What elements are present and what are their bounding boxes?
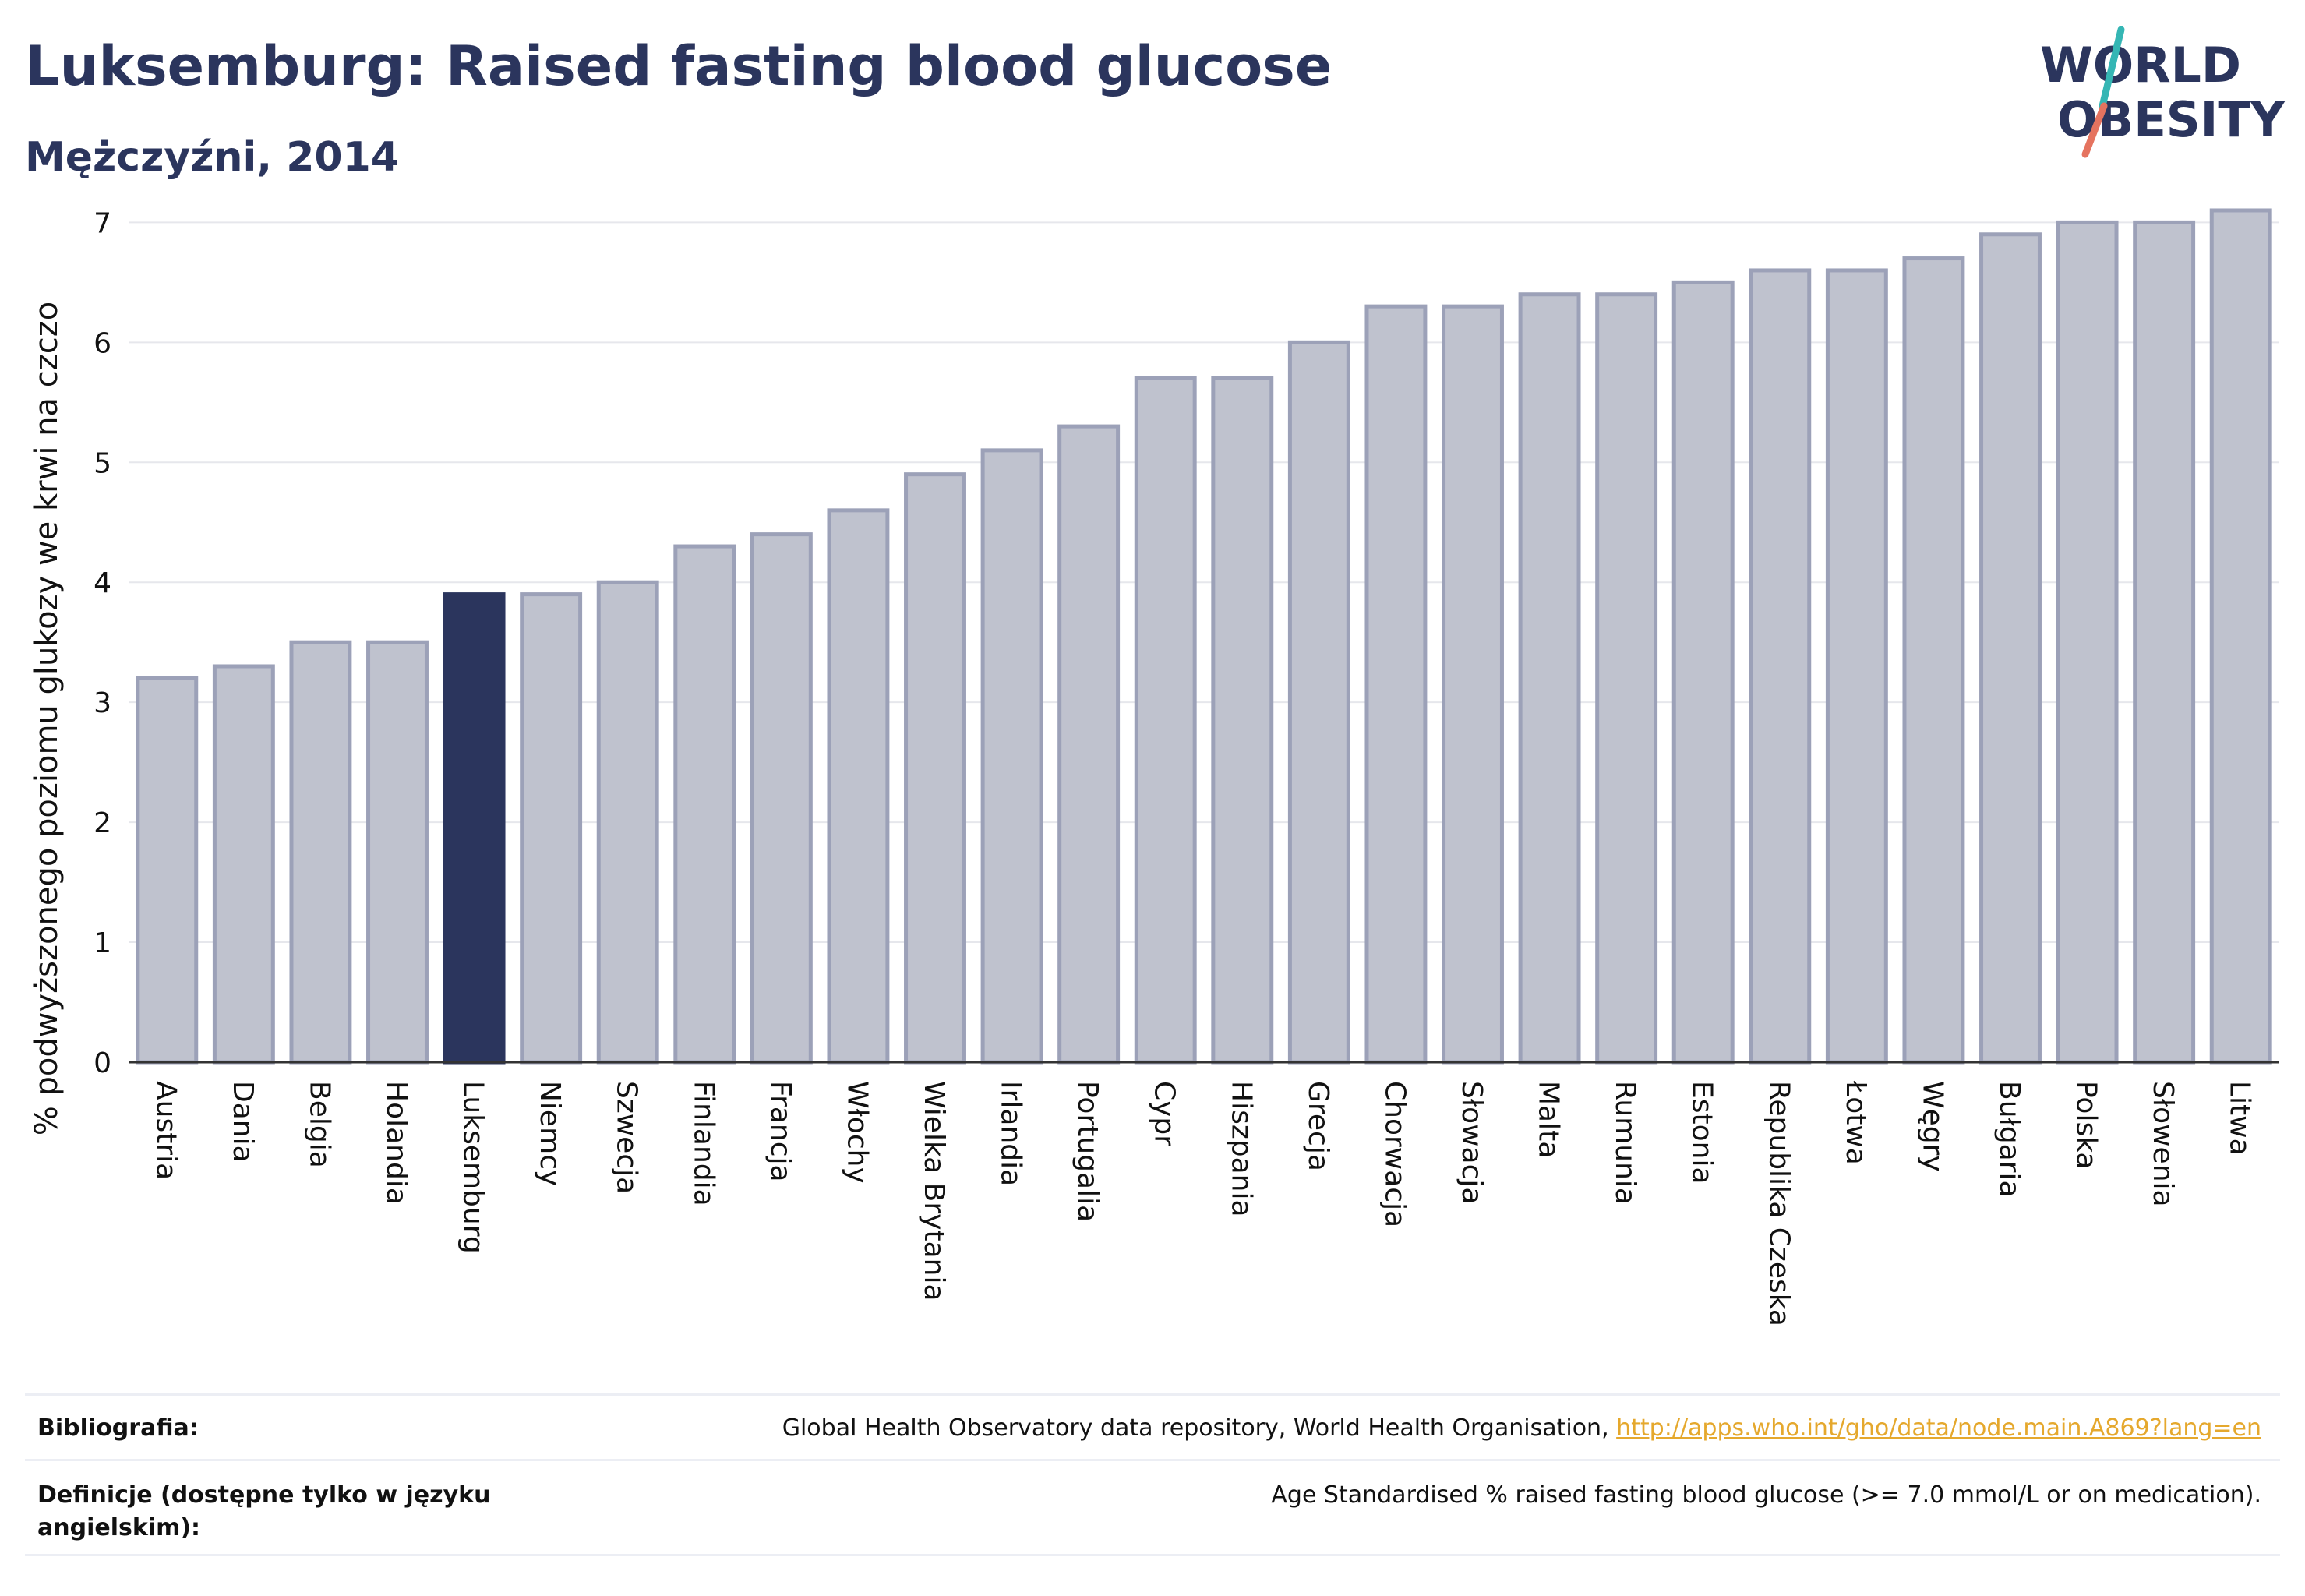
x-tick-label: Bułgaria <box>1993 1081 2025 1198</box>
x-tick-label: Polska <box>2070 1081 2102 1169</box>
bar <box>1749 268 1812 1065</box>
y-tick-label: 3 <box>94 687 111 719</box>
logo-slash-red <box>2081 102 2108 158</box>
bar <box>1671 280 1735 1065</box>
bar <box>904 472 966 1065</box>
logo-text-world: WORLD <box>2040 37 2241 94</box>
bar <box>212 664 275 1065</box>
x-tick-label: Łotwa <box>1840 1080 1872 1165</box>
x-tick-label: Niemcy <box>534 1081 566 1186</box>
bar <box>1595 292 1658 1065</box>
bar <box>750 532 813 1065</box>
bar <box>366 640 429 1065</box>
x-tick-label: Belgia <box>303 1081 335 1168</box>
bar <box>2133 220 2196 1065</box>
bibliography-value: Global Health Observatory data repositor… <box>782 1412 2261 1445</box>
x-tick-label: Węgry <box>1916 1081 1948 1172</box>
x-tick-label: Szwecja <box>611 1081 643 1194</box>
x-tick-label: Hiszpania <box>1225 1081 1257 1217</box>
y-tick-label: 5 <box>94 447 111 479</box>
bar <box>1211 376 1274 1065</box>
x-tick-label: Irlandia <box>995 1081 1027 1186</box>
definitions-row: Definicje (dostępne tylko w języku angie… <box>25 1479 2280 1557</box>
bar <box>1057 424 1121 1065</box>
y-axis-label: % podwyższonego poziomu glukozy we krwi … <box>29 301 65 1136</box>
y-tick-label: 0 <box>94 1047 111 1079</box>
bibliography-link[interactable]: http://apps.who.int/gho/data/node.main.A… <box>1616 1414 2261 1442</box>
chart-subtitle: Mężczyźni, 2014 <box>25 134 399 181</box>
bar <box>2056 220 2119 1065</box>
x-tick-label: Rumunia <box>1609 1081 1641 1205</box>
definitions-value: Age Standardised % raised fasting blood … <box>1271 1481 2261 1509</box>
x-tick-label: Republika Czeska <box>1763 1081 1795 1326</box>
x-tick-label: Włochy <box>841 1081 873 1184</box>
bar <box>1979 232 2042 1065</box>
x-tick-label: Cypr <box>1149 1081 1181 1146</box>
bar <box>1442 304 1504 1065</box>
bar <box>1518 292 1581 1065</box>
world-obesity-logo: WORLD OBESITY <box>2040 26 2286 158</box>
bar <box>1134 376 1197 1065</box>
bibliography-label: Bibliografia: <box>37 1414 199 1442</box>
definitions-label: Definicje (dostępne tylko w języku angie… <box>37 1481 491 1541</box>
y-tick-label: 6 <box>94 327 111 359</box>
bibliography-row: Bibliografia: Global Health Observatory … <box>25 1412 2280 1459</box>
y-tick-label: 1 <box>94 927 111 959</box>
x-tick-label: Finlandia <box>687 1081 719 1206</box>
x-tick-label: Litwa <box>2224 1081 2256 1156</box>
x-tick-label: Słowacja <box>1456 1081 1488 1204</box>
footer-divider-middle <box>25 1459 2280 1461</box>
x-tick-label: Francja <box>764 1081 796 1182</box>
x-tick-label: Malta <box>1533 1081 1565 1158</box>
y-tick-label: 7 <box>94 207 111 239</box>
bar <box>520 592 583 1065</box>
x-tick-label: Estonia <box>1686 1081 1718 1185</box>
bar-chart: 0 1 2 3 4 5 6 7 Austria Dania Belgia Holandia Luksem… <box>94 207 2279 1326</box>
bar <box>1902 256 1965 1065</box>
x-tick-label: Chorwacja <box>1378 1081 1410 1227</box>
bar <box>1287 340 1350 1065</box>
x-tick-label: Dania <box>227 1081 259 1163</box>
y-tick-label: 4 <box>94 567 111 599</box>
x-tick-label: Portugalia <box>1071 1081 1103 1222</box>
x-tick-label: Austria <box>150 1081 182 1180</box>
bar <box>980 448 1043 1065</box>
bar <box>1364 304 1428 1065</box>
bar <box>443 592 506 1065</box>
logo-slash-teal <box>2099 26 2125 110</box>
x-tick-label: Luksemburg <box>457 1081 489 1254</box>
bar <box>1825 268 1888 1065</box>
bar <box>673 544 736 1065</box>
x-tick-label: Wielka Brytania <box>918 1081 950 1301</box>
bar <box>827 508 890 1065</box>
x-tick-label: Holandia <box>380 1081 412 1205</box>
chart-title: Luksemburg: Raised fasting blood glucose <box>25 34 1333 98</box>
bar <box>2209 208 2272 1065</box>
bar <box>289 640 352 1065</box>
footer-divider-top <box>25 1393 2280 1396</box>
bibliography-text: Global Health Observatory data repositor… <box>782 1414 1617 1442</box>
y-tick-label: 2 <box>94 807 111 839</box>
footer-divider-bottom <box>25 1554 2280 1556</box>
bar <box>136 676 199 1065</box>
x-tick-label: Słowenia <box>2147 1081 2179 1207</box>
x-tick-label: Grecja <box>1302 1081 1334 1171</box>
bar <box>596 580 659 1065</box>
